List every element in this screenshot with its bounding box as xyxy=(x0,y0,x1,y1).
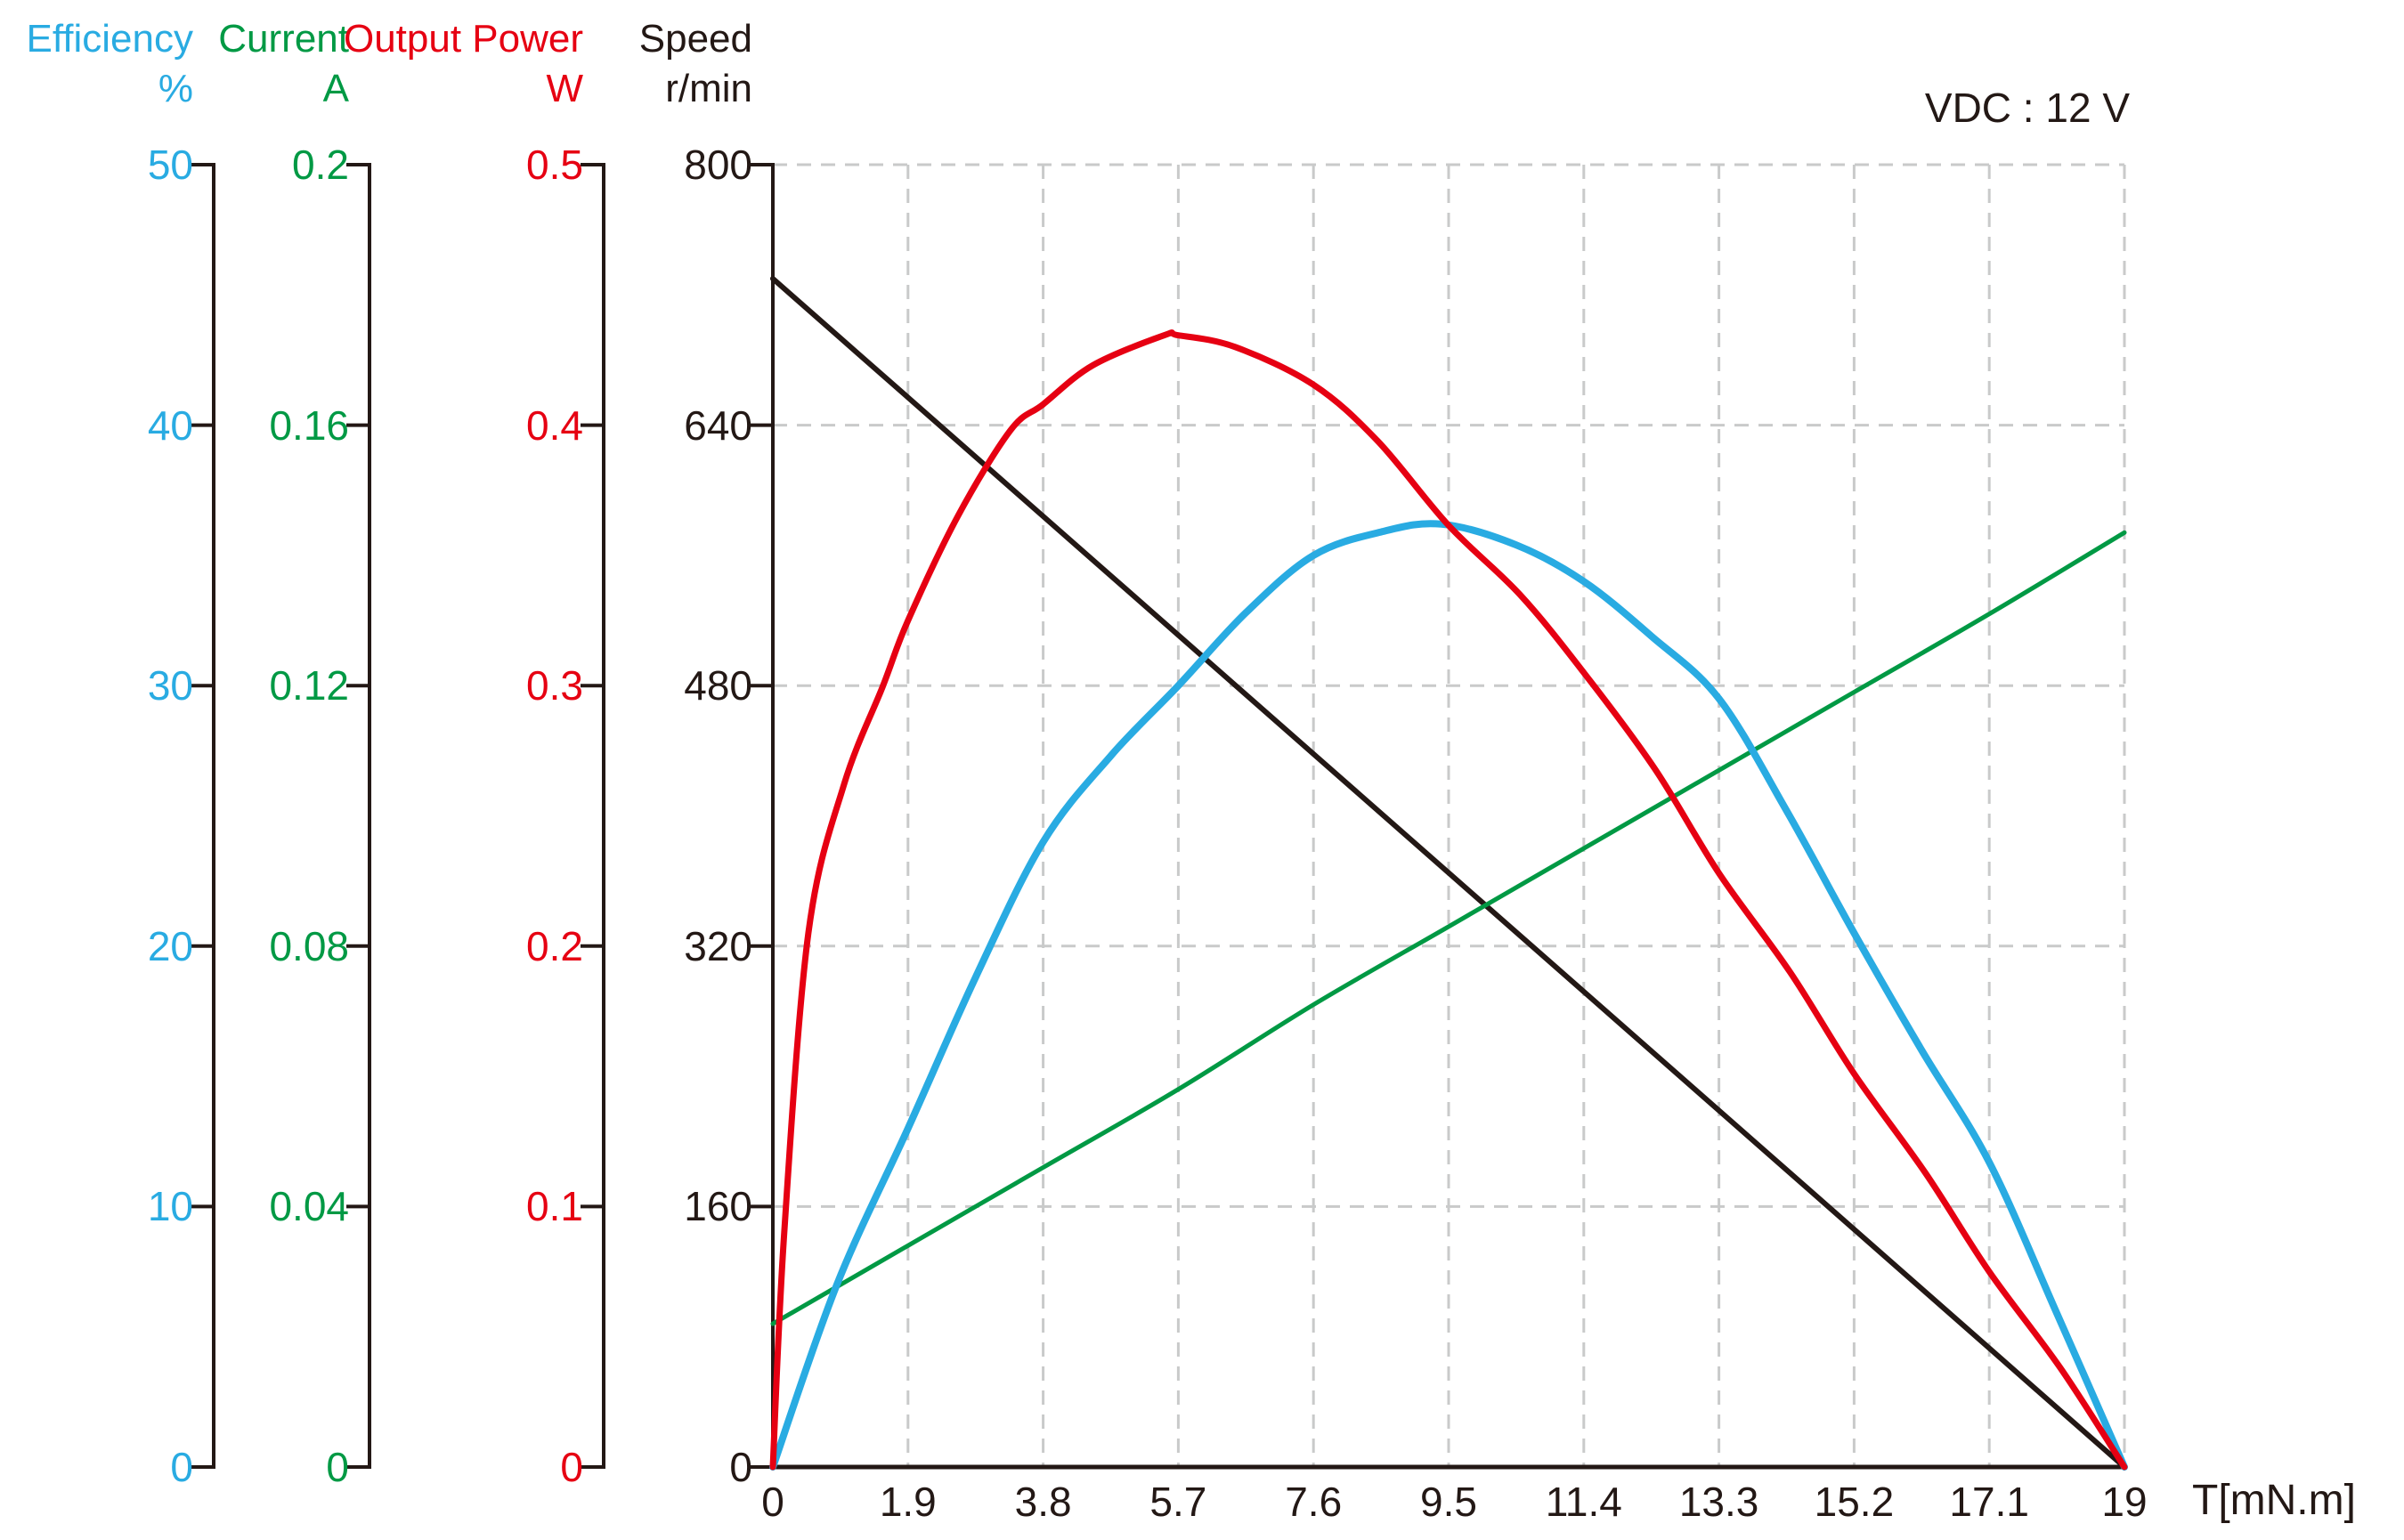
x-tick-label: 13.3 xyxy=(1678,1479,1759,1525)
x-tick-label: 1.9 xyxy=(879,1479,937,1525)
x-tick-label: 7.6 xyxy=(1285,1479,1343,1525)
efficiency-tick-label: 20 xyxy=(147,922,193,969)
current-tick-label: 0 xyxy=(326,1444,349,1490)
efficiency-tick-label: 0 xyxy=(170,1444,193,1490)
speed-tick-label: 640 xyxy=(684,401,752,449)
efficiency-curve xyxy=(769,520,2128,1471)
efficiency-tick-label: 10 xyxy=(147,1183,193,1230)
x-tick-label: 9.5 xyxy=(1420,1479,1477,1525)
output-power-axis-unit: W xyxy=(546,67,583,110)
output-power-axis-title: Output Power xyxy=(343,17,583,61)
x-tick-label: 3.8 xyxy=(1014,1479,1072,1525)
speed-tick-label: 0 xyxy=(729,1444,752,1490)
current-axis-title: Current xyxy=(218,17,349,61)
current-axis-unit: A xyxy=(322,67,349,110)
output_power-tick-label: 0.4 xyxy=(526,401,583,449)
output_power-curve xyxy=(769,329,2128,1471)
output_power-tick-label: 0.1 xyxy=(526,1183,583,1230)
efficiency-axis-header: Efficiency % xyxy=(0,14,194,114)
speed-axis-unit: r/min xyxy=(665,67,752,110)
output-power-axis-header: Output Power W xyxy=(263,14,583,114)
current-axis-header: Current A xyxy=(28,14,349,114)
efficiency-axis-unit: % xyxy=(158,67,193,110)
output_power-tick-label: 0.5 xyxy=(526,142,583,188)
speed-tick-label: 480 xyxy=(684,662,752,709)
efficiency-tick-label: 40 xyxy=(147,401,193,449)
current-curve xyxy=(770,530,2127,1326)
x-tick-label: 15.2 xyxy=(1814,1479,1895,1525)
current-tick-label: 0.2 xyxy=(292,142,349,188)
efficiency-axis-title: Efficiency xyxy=(26,17,194,61)
current-tick-label: 0.16 xyxy=(269,401,349,449)
efficiency-tick-label: 50 xyxy=(147,142,193,188)
vdc-annotation: VDC : 12 V xyxy=(1924,85,2130,131)
current-tick-label: 0.12 xyxy=(269,662,349,709)
speed-axis-title: Speed xyxy=(638,17,752,61)
x-axis-title: T[mN.m] xyxy=(2192,1477,2356,1524)
x-tick-label: 0 xyxy=(761,1479,784,1525)
x-tick-label: 11.4 xyxy=(1545,1479,1622,1525)
speed-tick-label: 160 xyxy=(684,1183,752,1230)
speed-curve xyxy=(770,276,2127,1470)
efficiency-tick-label: 30 xyxy=(147,662,193,709)
speed-tick-label: 320 xyxy=(684,922,752,969)
x-tick-label: 19 xyxy=(2101,1479,2148,1525)
output_power-tick-label: 0 xyxy=(560,1444,583,1490)
speed-tick-label: 800 xyxy=(684,142,752,188)
speed-axis-header: Speed r/min xyxy=(432,14,752,114)
output_power-tick-label: 0.3 xyxy=(526,662,583,709)
x-tick-label: 17.1 xyxy=(1949,1479,2029,1525)
current-tick-label: 0.08 xyxy=(269,922,349,969)
current-tick-label: 0.04 xyxy=(269,1183,349,1230)
output_power-tick-label: 0.2 xyxy=(526,922,583,969)
x-tick-label: 5.7 xyxy=(1149,1479,1207,1525)
